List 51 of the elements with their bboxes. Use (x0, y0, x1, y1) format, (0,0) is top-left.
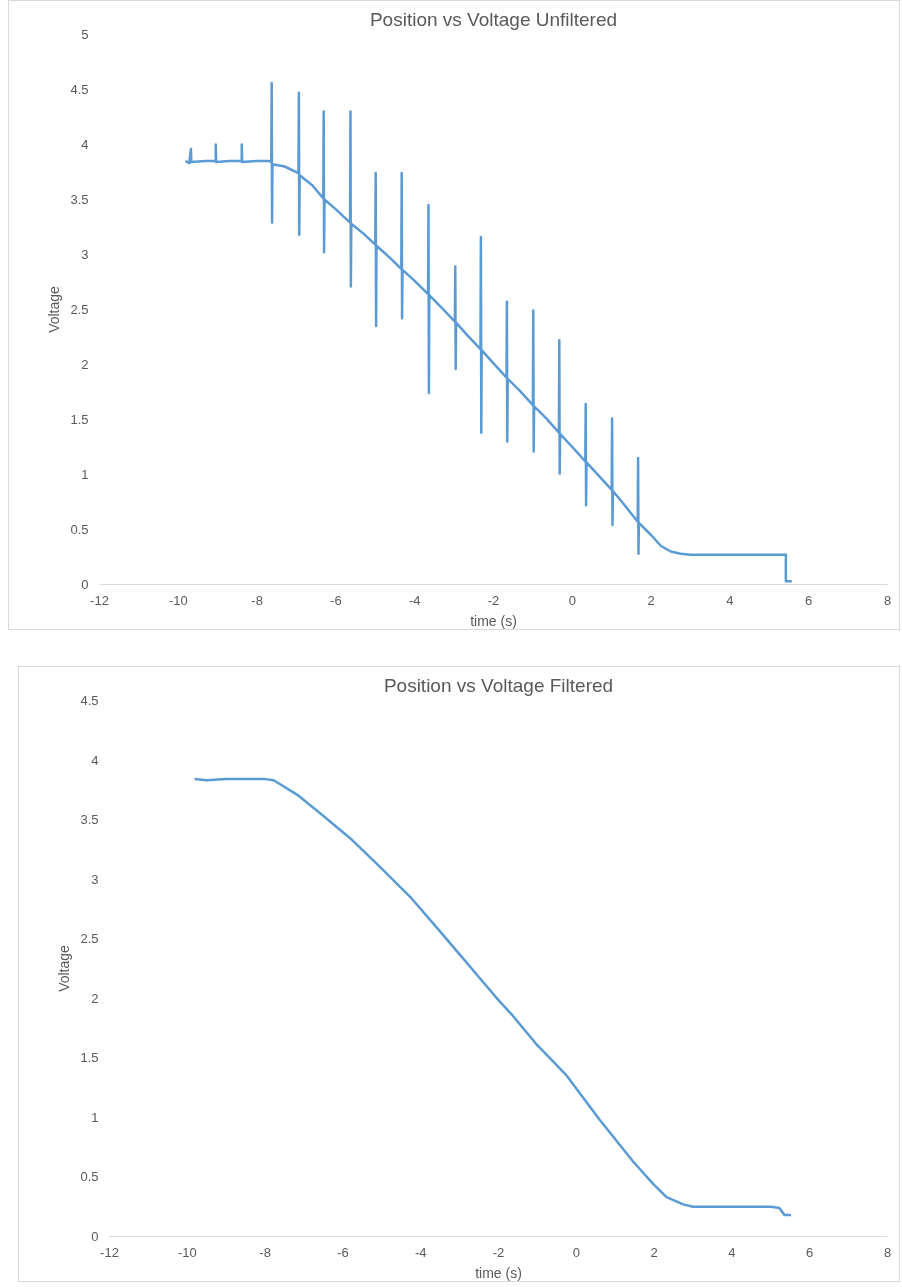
y-tick-label: 2.5 (80, 931, 99, 947)
x-tick-label: -2 (487, 592, 500, 608)
x-tick-label: -12 (100, 1244, 119, 1260)
x-tick-label: -4 (414, 1244, 427, 1260)
line-series (193, 777, 793, 1217)
x-axis-title: time (s) (475, 1264, 522, 1281)
y-tick-label: 1.5 (70, 412, 89, 427)
x-tick-label: 0 (572, 1244, 580, 1260)
y-tick-label: 0.5 (70, 522, 89, 537)
x-tick-label: 6 (805, 592, 813, 608)
x-tick-label: -12 (90, 592, 109, 608)
y-tick-label: 4 (91, 752, 99, 768)
line-series (184, 81, 794, 583)
x-tick-label: -10 (177, 1244, 197, 1260)
x-tick-label: 8 (883, 592, 892, 608)
y-tick-label: 0 (81, 577, 89, 592)
x-tick-label: 4 (728, 1244, 736, 1260)
x-axis-title: time (s) (470, 612, 517, 629)
chart-title: Position vs Voltage Filtered (383, 674, 614, 696)
y-tick-label: 3.5 (70, 192, 89, 207)
y-tick-label: 0.5 (80, 1169, 99, 1185)
y-tick-label: 1.5 (80, 1050, 99, 1066)
x-tick-label: -10 (168, 592, 188, 608)
x-tick-label: 2 (647, 592, 655, 608)
y-tick-label: 3 (81, 247, 89, 262)
x-tick-label: -2 (492, 1244, 505, 1260)
x-tick-label: -6 (337, 1244, 349, 1260)
y-tick-label: 4.5 (70, 82, 89, 97)
x-tick-label: -4 (408, 592, 421, 608)
y-tick-label: 1 (81, 467, 89, 482)
y-tick-label: 2 (91, 990, 99, 1006)
y-tick-label: 2.5 (70, 302, 89, 317)
x-tick-label: -8 (251, 592, 263, 608)
x-tick-label: 0 (568, 592, 576, 608)
x-tick-label: 4 (726, 592, 734, 608)
x-tick-label: 2 (650, 1244, 658, 1260)
y-axis-title: Voltage (56, 944, 73, 992)
y-tick-label: 4.5 (80, 693, 99, 708)
y-tick-label: 1 (91, 1109, 99, 1125)
y-tick-label: 2 (81, 357, 89, 372)
y-axis-title: Voltage (46, 285, 63, 333)
x-tick-label: 8 (883, 1244, 892, 1260)
y-tick-label: 3.5 (80, 812, 99, 828)
y-tick-label: 3 (91, 871, 99, 887)
y-tick-label: 0 (91, 1229, 99, 1244)
y-tick-label: 4 (81, 137, 89, 152)
x-tick-label: -8 (259, 1244, 271, 1260)
x-tick-label: -6 (330, 592, 342, 608)
x-tick-label: 6 (806, 1244, 814, 1260)
chart-title: Position vs Voltage Unfiltered (369, 8, 618, 30)
y-tick-label: 5 (81, 27, 89, 42)
